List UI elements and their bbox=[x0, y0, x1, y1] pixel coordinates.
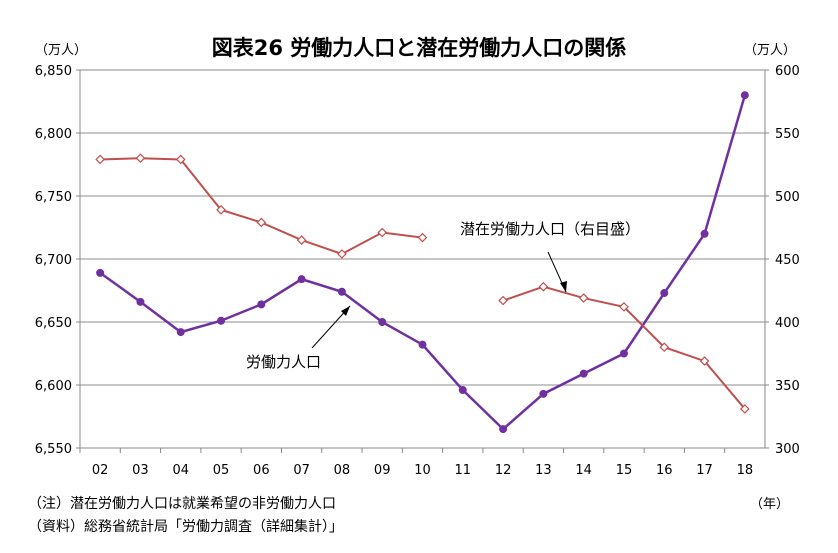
annotation-labor-force-arrowhead bbox=[341, 306, 350, 316]
annotation-potential: 潜在労働力人口（右目盛） bbox=[460, 220, 640, 238]
left-tick-label: 6,800 bbox=[35, 127, 72, 142]
annotation-potential-arrowhead bbox=[560, 281, 567, 292]
x-tick-label: 03 bbox=[132, 463, 149, 478]
left-tick-label: 6,750 bbox=[35, 190, 72, 205]
labor-force-point bbox=[660, 289, 669, 298]
potential-point bbox=[296, 235, 307, 245]
potential-point bbox=[619, 302, 629, 312]
x-tick-label: 14 bbox=[575, 463, 592, 478]
potential-point bbox=[699, 356, 710, 366]
right-tick-label: 300 bbox=[775, 442, 800, 457]
x-tick-label: 15 bbox=[616, 463, 633, 478]
left-axis: 6,550 6,600 6,650 6,700 6,750 6,800 6,850 bbox=[35, 64, 80, 457]
potential-point bbox=[417, 232, 428, 243]
x-tick-label: 06 bbox=[253, 463, 270, 478]
potential-point bbox=[498, 295, 508, 306]
labor-force-point bbox=[740, 91, 749, 100]
potential-point bbox=[256, 217, 267, 228]
labor-force-point bbox=[297, 275, 306, 284]
potential-point bbox=[135, 153, 146, 164]
left-tick-label: 6,600 bbox=[35, 379, 72, 394]
potential-point bbox=[578, 293, 589, 303]
x-tick-label: 08 bbox=[334, 463, 351, 478]
x-tick-label: 12 bbox=[495, 463, 512, 478]
note-2: （資料）総務省統計局「労働力調査（詳細集計）」 bbox=[28, 518, 343, 535]
potential-point bbox=[216, 205, 226, 215]
right-tick-label: 350 bbox=[775, 379, 800, 394]
right-tick-label: 550 bbox=[775, 127, 800, 142]
labor-force-point bbox=[579, 369, 588, 378]
left-tick-label: 6,550 bbox=[35, 442, 72, 457]
chart-title: 図表26 労働力人口と潜在労働力人口の関係 bbox=[212, 36, 627, 60]
labor-force-point bbox=[700, 229, 709, 238]
x-tick-label: 02 bbox=[92, 463, 109, 478]
labor-force-point bbox=[418, 340, 427, 349]
right-tick-label: 500 bbox=[775, 190, 800, 205]
annotation-labor-force: 労働力人口 bbox=[246, 353, 321, 371]
potential-point bbox=[538, 281, 549, 292]
potential-point bbox=[659, 342, 670, 353]
series-line-labor-force bbox=[99, 94, 747, 431]
labor-force-point bbox=[539, 389, 548, 398]
left-tick-label: 6,700 bbox=[35, 253, 72, 268]
labor-force-point bbox=[136, 297, 145, 306]
series-layer bbox=[95, 91, 750, 434]
potential-point bbox=[377, 227, 388, 238]
x-tick-label: 18 bbox=[737, 463, 754, 478]
x-tick-label: 17 bbox=[696, 463, 713, 478]
x-tick-label: 11 bbox=[455, 463, 472, 478]
x-axis: 02 03 04 05 06 07 08 09 10 11 12 13 14 15 16 17 18 bbox=[79, 448, 754, 478]
potential-point bbox=[740, 404, 750, 414]
labor-force-point bbox=[619, 349, 628, 358]
right-tick-label: 600 bbox=[775, 64, 800, 79]
labor-force-point bbox=[458, 386, 467, 395]
potential-point bbox=[95, 154, 105, 165]
x-tick-label: 16 bbox=[656, 463, 673, 478]
x-tick-label: 13 bbox=[535, 463, 552, 478]
x-tick-label: 05 bbox=[213, 463, 230, 478]
labor-force-point bbox=[499, 425, 508, 434]
labor-force-point bbox=[337, 287, 346, 296]
left-tick-label: 6,850 bbox=[35, 64, 72, 79]
labor-force-point bbox=[176, 328, 185, 337]
x-tick-label: 07 bbox=[293, 463, 310, 478]
labor-force-point bbox=[378, 318, 387, 326]
x-tick-label: 04 bbox=[172, 463, 189, 478]
left-axis-unit: （万人） bbox=[35, 43, 87, 58]
potential-point bbox=[175, 154, 186, 165]
labor-force-point bbox=[217, 316, 226, 325]
right-axis-unit: （万人） bbox=[744, 43, 796, 58]
labor-force-point bbox=[257, 300, 266, 309]
x-axis-unit: （年） bbox=[750, 497, 789, 512]
series-line-potential bbox=[100, 157, 423, 256]
x-tick-label: 09 bbox=[374, 463, 391, 478]
labor-force-point bbox=[96, 268, 105, 277]
right-axis: 300 350 400 450 500 550 600 bbox=[765, 64, 800, 457]
right-tick-label: 400 bbox=[775, 316, 800, 331]
grid-lines bbox=[80, 132, 765, 386]
right-tick-label: 450 bbox=[775, 253, 800, 268]
x-tick-label: 10 bbox=[414, 463, 431, 478]
left-tick-label: 6,650 bbox=[35, 316, 72, 331]
potential-point bbox=[337, 249, 347, 259]
note-1: （注）潜在労働力人口は就業希望の非労働力人口 bbox=[28, 496, 336, 512]
